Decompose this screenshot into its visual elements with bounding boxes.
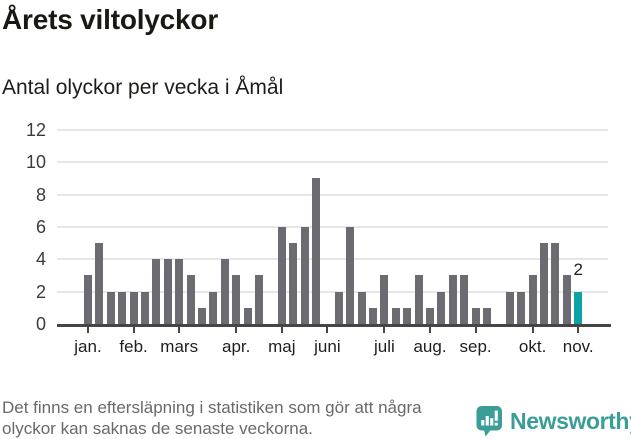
newsworthy-brand-name: Newsworthy	[510, 408, 631, 434]
bar-week-20	[300, 226, 309, 324]
y-axis-label-0: 0	[35, 314, 46, 334]
bar-week-41	[540, 243, 548, 324]
chart-subtitle: Antal olyckor per vecka i Åmål	[2, 76, 284, 99]
page-title: Årets viltolyckor	[2, 4, 219, 35]
x-axis-label-juli: juli	[373, 337, 395, 356]
bar-week-30	[414, 275, 423, 324]
bar-week-43	[562, 275, 571, 324]
bar-week-4	[118, 291, 127, 324]
bar-week-15	[243, 307, 252, 324]
bar-week-44	[574, 291, 583, 324]
bar-week-8	[163, 259, 172, 324]
y-axis-label-12: 12	[25, 119, 46, 140]
y-gridline-2	[57, 290, 608, 293]
bar-week-31	[426, 307, 434, 324]
x-axis-label-feb: feb.	[119, 337, 148, 356]
y-axis-label-6: 6	[35, 216, 46, 237]
bar-week-16	[255, 275, 263, 324]
last-bar-value-label: 2	[573, 259, 583, 279]
bar-week-9	[175, 259, 184, 324]
x-tick-nov	[577, 326, 580, 333]
bar-week-13	[220, 259, 229, 324]
x-axis-label-sep: sep.	[459, 337, 492, 356]
bar-week-1	[84, 275, 92, 324]
x-axis-label-nov: nov.	[562, 337, 594, 356]
x-axis-label-okt: okt.	[518, 337, 547, 356]
x-axis-label-jan: jan.	[74, 337, 102, 356]
footnote-line1: Det finns en eftersläpning i statistiken…	[2, 398, 422, 417]
x-axis-label-maj: maj	[268, 337, 296, 356]
bar-week-36	[483, 307, 491, 324]
x-axis-label-mars: mars	[160, 337, 199, 356]
y-axis-label-2: 2	[35, 281, 46, 302]
bar-week-6	[141, 291, 149, 324]
x-tick-juni	[326, 326, 329, 333]
footnote: Det finns en eftersläpning i statistiken…	[2, 397, 422, 439]
x-tick-aug	[429, 326, 431, 333]
bar-week-7	[152, 259, 161, 324]
y-axis-label-10: 10	[25, 152, 46, 173]
footnote-line2: olyckor kan saknas de senaste veckorna.	[2, 419, 313, 438]
y-gridline-10	[57, 161, 608, 164]
x-axis-line	[57, 323, 611, 327]
y-gridline-6	[57, 225, 608, 228]
bar-week-40	[528, 275, 537, 324]
bar-week-5	[129, 291, 138, 324]
bar-week-39	[517, 291, 526, 324]
newsworthy-brand[interactable]: Newsworthy	[476, 405, 631, 439]
bar-week-24	[346, 226, 355, 324]
bar-week-18	[277, 226, 286, 324]
bar-week-14	[232, 275, 241, 324]
y-gridline-8	[57, 193, 608, 196]
bar-week-29	[403, 307, 412, 324]
bar-week-26	[369, 307, 377, 324]
bar-week-27	[380, 275, 389, 324]
x-tick-okt	[531, 326, 534, 333]
x-axis-label-aug: aug.	[413, 337, 447, 356]
bar-week-3	[106, 291, 115, 324]
x-tick-sep	[474, 326, 477, 333]
bar-week-12	[209, 291, 218, 324]
bar-week-42	[551, 243, 560, 324]
x-tick-maj	[280, 326, 283, 333]
y-gridline-12	[57, 128, 608, 131]
y-axis-label-8: 8	[35, 184, 46, 205]
bar-week-10	[186, 275, 195, 324]
x-tick-jan	[87, 326, 89, 333]
bar-week-25	[357, 291, 366, 324]
bar-week-34	[460, 275, 469, 324]
y-axis-label-4: 4	[35, 249, 46, 270]
x-tick-apr	[235, 326, 238, 333]
bar-week-2	[95, 243, 104, 324]
x-tick-juli	[383, 326, 386, 333]
bar-week-21	[312, 178, 320, 324]
x-tick-mars	[178, 326, 181, 333]
x-axis-label-juni: juni	[314, 337, 341, 356]
bar-week-23	[334, 291, 343, 324]
x-tick-feb	[132, 326, 135, 333]
bar-week-19	[289, 243, 298, 324]
bar-week-11	[198, 307, 206, 324]
bar-week-33	[448, 275, 457, 324]
bar-week-28	[391, 307, 400, 324]
bar-week-38	[505, 291, 514, 324]
newsworthy-logo-icon	[476, 406, 502, 437]
x-axis-label-apr: apr.	[222, 337, 251, 356]
y-gridline-4	[57, 258, 608, 261]
bar-week-35	[471, 307, 480, 324]
bar-week-32	[437, 291, 446, 324]
